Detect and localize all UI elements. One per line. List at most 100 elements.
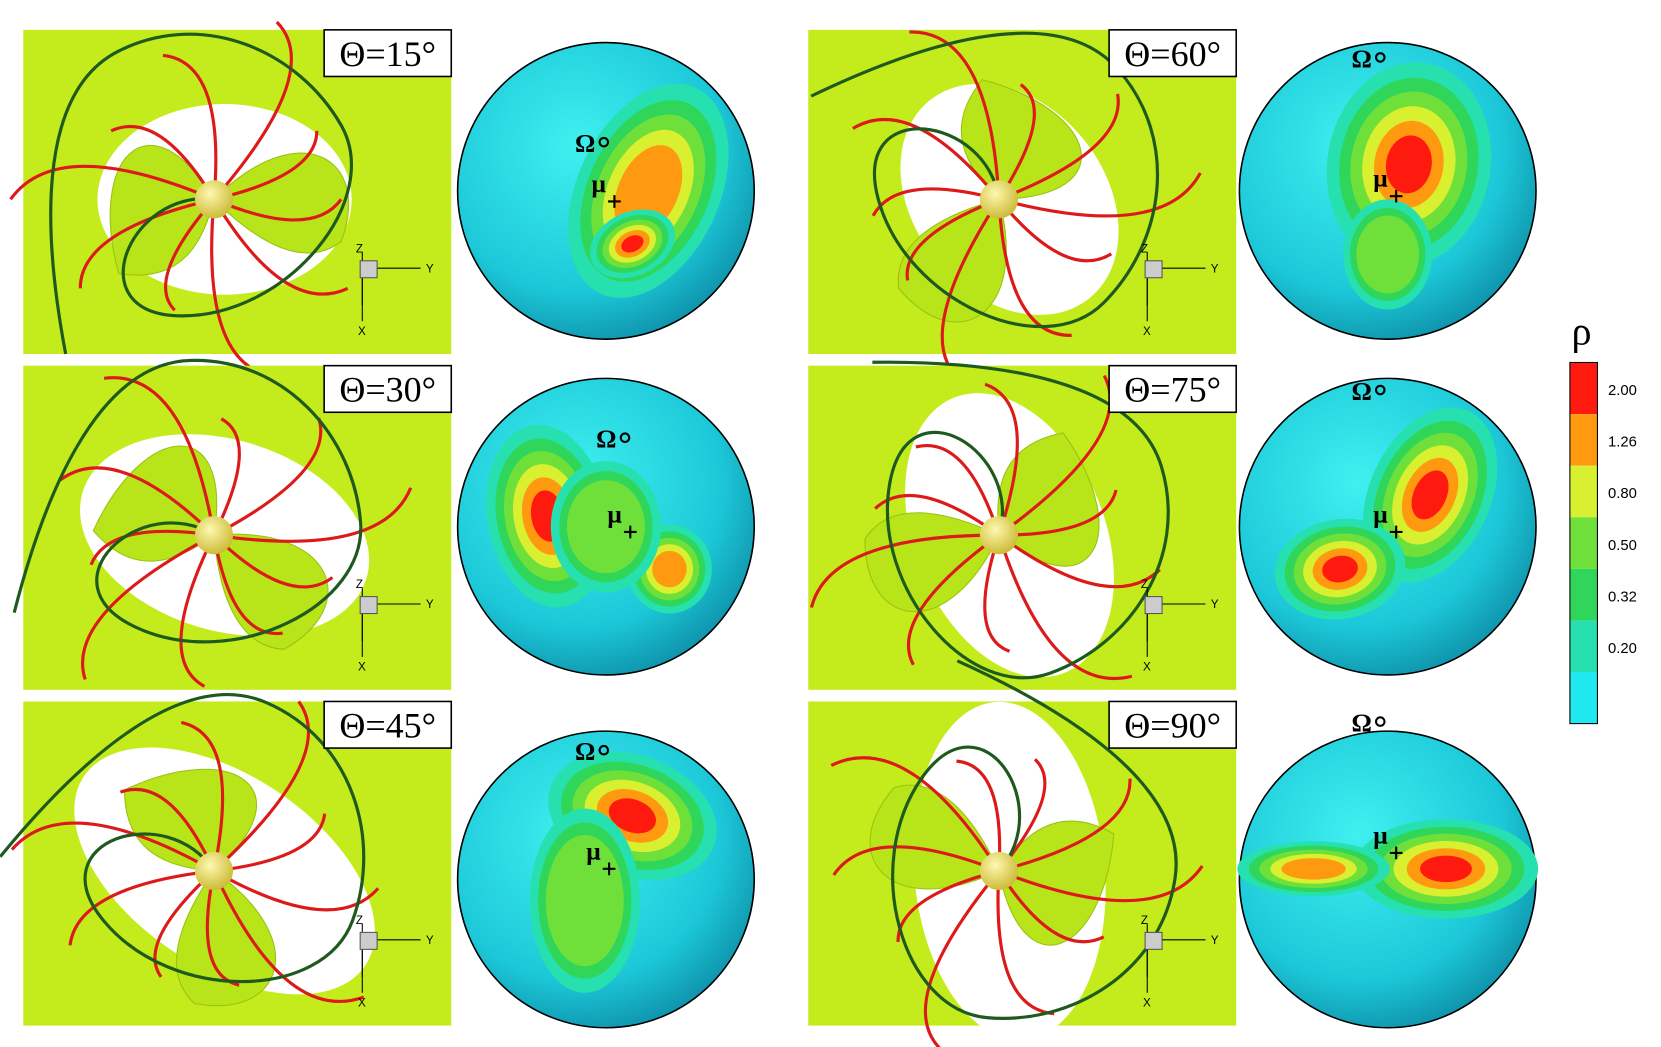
contour	[566, 480, 645, 574]
field-line	[909, 30, 1001, 200]
omega-label: Ω	[1351, 378, 1371, 406]
theta-label: Θ=75°	[1124, 370, 1221, 410]
field-line	[9, 164, 215, 201]
field-line	[179, 534, 216, 688]
field-line	[213, 130, 319, 201]
axis-label: Y	[426, 934, 434, 947]
field-line	[830, 756, 1001, 872]
contour	[1322, 555, 1358, 583]
field-line	[997, 199, 1072, 337]
field-line	[213, 417, 323, 537]
contour	[1356, 215, 1420, 294]
field-line	[998, 865, 1204, 903]
axis-label: Y	[1211, 598, 1219, 611]
axis-label: Z	[1141, 914, 1148, 927]
omega-marker	[598, 136, 610, 148]
field-line	[997, 534, 1133, 681]
field-line	[212, 417, 241, 536]
axis-label: Y	[1211, 934, 1219, 947]
colorbar-segment	[1569, 362, 1598, 415]
omega-label: Ω	[596, 425, 616, 453]
omega-marker	[1374, 384, 1386, 396]
contour	[1420, 855, 1472, 883]
density-sphere: Ωμ	[456, 377, 756, 676]
field-line	[956, 759, 1002, 872]
colorbar-segment	[1569, 414, 1598, 466]
field-line	[213, 869, 380, 912]
contour	[652, 550, 687, 588]
field-line	[997, 198, 1113, 263]
colorbar-segment	[1569, 620, 1598, 673]
axis-label: X	[1143, 997, 1151, 1010]
label-box	[323, 29, 453, 78]
mu-label: μ	[1373, 165, 1388, 193]
colorbar-title: ρ	[1572, 308, 1592, 353]
mu-marker	[623, 525, 637, 539]
omega-label: Ω	[575, 130, 595, 158]
streamline	[810, 31, 1159, 329]
field-line	[153, 869, 216, 978]
mu-marker	[1389, 189, 1403, 203]
colorbar-tick-label: 0.20	[1608, 641, 1637, 657]
label-box	[1108, 29, 1238, 78]
contour	[1385, 135, 1432, 194]
axis-label: Y	[1211, 262, 1219, 275]
mu-label: μ	[592, 170, 607, 198]
field-line	[915, 444, 1001, 536]
field-line	[110, 125, 216, 201]
field-line	[997, 83, 1036, 201]
density-sphere: Ωμ	[1238, 41, 1537, 340]
mu-marker	[1389, 846, 1403, 860]
contour	[621, 235, 644, 253]
axis-box	[1144, 260, 1163, 279]
axis-label: Y	[426, 262, 434, 275]
star	[979, 180, 1018, 219]
field-line	[180, 720, 225, 872]
star	[979, 516, 1018, 555]
theta-label: Θ=15°	[339, 34, 436, 74]
field-line	[923, 869, 1001, 1047]
field-line	[998, 489, 1118, 537]
field-line	[212, 534, 334, 589]
axis-label: Z	[356, 242, 363, 255]
axis-label: X	[1143, 661, 1151, 674]
theta-label: Θ=45°	[339, 705, 436, 745]
colorbar-segment	[1569, 465, 1598, 518]
axis-label: Y	[426, 598, 434, 611]
colorbar: ρ 2.00 1.26 0.80 0.50 0.32 0.20	[1569, 308, 1637, 725]
render-panel: Z Y X Θ=15°	[9, 20, 453, 379]
field-line	[10, 821, 215, 873]
mu-marker	[608, 195, 621, 208]
colorbar-tick-label: 0.50	[1608, 538, 1637, 554]
field-line	[996, 870, 1055, 1016]
axis-box	[359, 596, 378, 615]
contour	[608, 798, 656, 834]
field-line	[212, 534, 283, 636]
field-line	[213, 813, 327, 873]
field-line	[809, 533, 999, 608]
mu-label: μ	[586, 837, 601, 865]
field-line	[997, 533, 1161, 589]
field-line	[119, 787, 216, 872]
field-line	[213, 197, 343, 222]
axis-box	[1144, 931, 1163, 950]
streamline	[891, 659, 1178, 1020]
field-line	[905, 197, 1000, 281]
colorbar-tick-label: 1.26	[1608, 435, 1637, 451]
axis-label: X	[358, 997, 366, 1010]
density-sphere: Ωμ	[1238, 378, 1537, 676]
field-line	[212, 700, 310, 873]
star	[194, 180, 234, 219]
mu-marker	[602, 862, 616, 876]
axis-label: X	[358, 661, 366, 674]
density-sphere: Ωμ	[456, 730, 756, 1029]
star	[194, 851, 234, 891]
label-box	[323, 364, 453, 414]
render-panel: Z Y X Θ=45°	[0, 693, 453, 1026]
render-panel: Z Y X Θ=75°	[808, 360, 1238, 690]
colorbar-tick-label: 2.00	[1608, 383, 1637, 399]
field-line	[213, 487, 413, 543]
streamline	[12, 358, 363, 644]
